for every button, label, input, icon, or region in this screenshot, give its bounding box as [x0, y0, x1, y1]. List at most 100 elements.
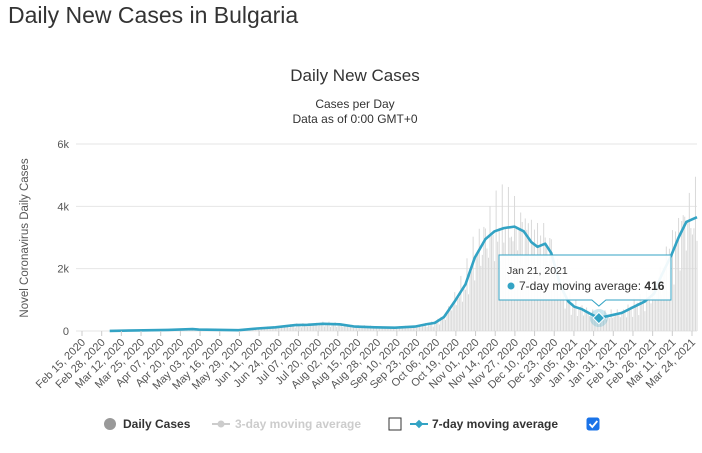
daily-bar: [308, 323, 310, 331]
daily-bar: [655, 298, 657, 331]
daily-bar: [575, 300, 577, 331]
daily-bar: [256, 328, 258, 331]
daily-bar: [313, 325, 315, 331]
chart-subtitle-line-1: Cases per Day: [315, 97, 394, 111]
daily-bar: [328, 321, 330, 331]
daily-bar: [423, 324, 425, 331]
daily-bar: [293, 324, 295, 331]
daily-bar: [402, 327, 404, 331]
daily-bar: [336, 326, 338, 331]
daily-bar: [342, 326, 344, 331]
highlight-point: [592, 311, 606, 325]
daily-bar: [454, 292, 456, 331]
daily-bar: [607, 316, 609, 331]
legend-7-day-checkbox[interactable]: [586, 417, 600, 431]
daily-bar: [400, 327, 402, 331]
daily-bar: [561, 289, 563, 331]
y-tick-label-0: 0: [63, 326, 69, 338]
daily-bar: [684, 216, 686, 331]
daily-bar: [451, 310, 453, 331]
daily-bar: [257, 328, 259, 331]
daily-bar: [681, 221, 683, 331]
daily-bar: [259, 329, 261, 331]
daily-bar: [276, 327, 278, 331]
daily-bar: [415, 326, 417, 331]
checkmark-icon: [588, 420, 598, 429]
daily-bar: [322, 321, 324, 331]
page-title: Daily New Cases in Bulgaria: [8, 2, 299, 28]
daily-bar: [629, 308, 631, 331]
daily-bar: [675, 231, 677, 331]
daily-bar: [431, 321, 433, 331]
daily-bar: [584, 312, 586, 331]
daily-bar: [389, 327, 391, 331]
y-tick-label-3: 6k: [57, 139, 69, 151]
daily-bar: [362, 327, 364, 331]
daily-bar: [348, 326, 350, 331]
daily-bar: [647, 297, 649, 331]
daily-bar: [366, 327, 368, 331]
daily-bar: [472, 236, 474, 331]
daily-bar: [422, 324, 424, 331]
daily-bar: [377, 327, 379, 331]
daily-bar: [484, 228, 486, 331]
daily-bar: [326, 324, 328, 331]
daily-bar: [417, 325, 419, 331]
daily-bar: [461, 301, 463, 331]
daily-bar: [331, 323, 333, 331]
daily-bar: [564, 308, 566, 331]
daily-bar: [264, 327, 266, 331]
daily-bar: [354, 327, 356, 331]
daily-bar: [679, 270, 681, 331]
daily-bar: [667, 291, 669, 331]
daily-bar: [372, 327, 374, 331]
daily-bar: [294, 327, 296, 331]
daily-bar: [486, 248, 488, 331]
daily-bar: [641, 303, 643, 331]
daily-bar: [290, 324, 292, 331]
daily-bar: [572, 303, 574, 331]
daily-bar: [379, 327, 381, 331]
daily-bar: [365, 328, 367, 331]
legend: Daily Cases 3-day moving average 7-day mov…: [104, 417, 600, 431]
daily-bar: [343, 324, 345, 331]
daily-bar: [497, 241, 499, 331]
daily-bar: [596, 320, 598, 331]
daily-bar: [627, 304, 629, 331]
daily-bar: [319, 324, 321, 331]
daily-bar: [277, 326, 279, 331]
daily-bar: [320, 323, 322, 331]
daily-bar: [388, 327, 390, 331]
daily-bar: [673, 284, 675, 331]
series-layer: [109, 216, 698, 333]
daily-bar: [279, 325, 281, 331]
daily-bar: [406, 327, 408, 331]
tooltip-value: 416: [644, 279, 664, 293]
legend-3-day-checkbox[interactable]: [388, 417, 402, 431]
daily-bar: [693, 228, 695, 331]
daily-bar: [487, 257, 489, 331]
daily-bar: [492, 234, 494, 331]
daily-bar: [576, 315, 578, 331]
daily-bar: [310, 323, 312, 331]
tooltip-marker: [507, 282, 515, 290]
daily-bar: [391, 328, 393, 331]
daily-bar: [340, 323, 342, 331]
daily-bar: [480, 265, 482, 331]
daily-bar: [615, 314, 617, 331]
chart-title: Daily New Cases: [290, 66, 419, 85]
daily-bar: [630, 306, 632, 331]
daily-bar: [696, 240, 698, 331]
daily-bar: [475, 256, 477, 331]
daily-bar: [299, 324, 301, 331]
daily-bar: [656, 288, 658, 331]
daily-bar: [317, 325, 319, 331]
daily-bar: [489, 206, 491, 331]
daily-bar: [192, 329, 194, 331]
daily-bar: [621, 310, 623, 331]
daily-bar: [457, 298, 459, 331]
daily-bar: [455, 305, 457, 331]
daily-bar: [678, 217, 680, 331]
daily-bar: [440, 316, 442, 331]
